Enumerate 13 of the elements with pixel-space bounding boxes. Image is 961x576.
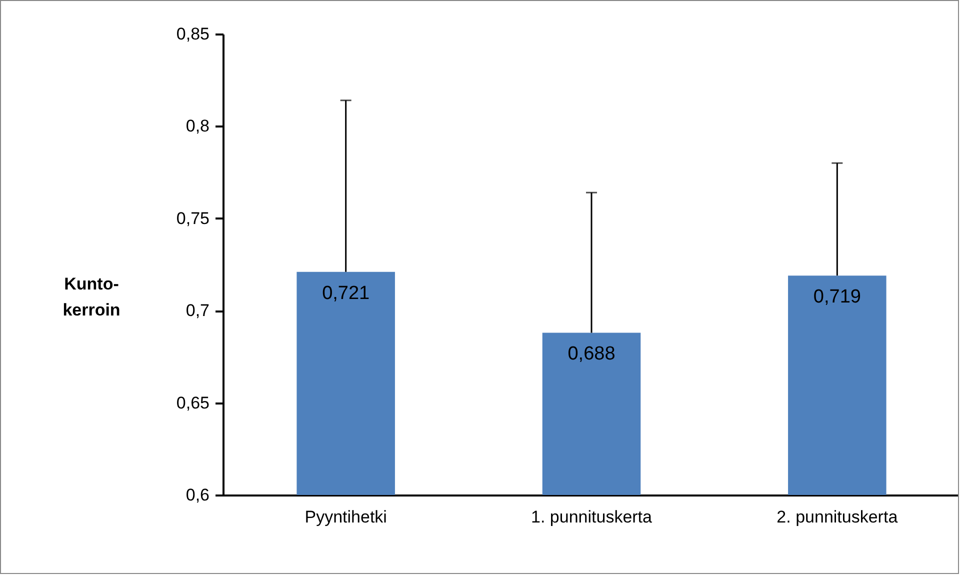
y-tick-label: 0,7 [186,301,210,320]
x-tick-label: 2. punnituskerta [776,508,898,526]
x-tick-label: Pyyntihetki [304,508,387,526]
x-tick-label: 1. punnituskerta [531,508,653,526]
y-tick-label: 0,8 [186,116,210,136]
data-label: 0,721 [322,282,370,304]
data-label: 0,688 [568,344,616,365]
data-label: 0,719 [813,286,861,308]
y-tick-label: 0,65 [176,393,210,412]
y-tick-label: 0,75 [176,208,210,228]
y-tick-label: 0,6 [186,486,210,504]
y-tick-label: 0,85 [176,24,210,44]
y-axis-title: Kunto- kerroin [62,274,120,320]
